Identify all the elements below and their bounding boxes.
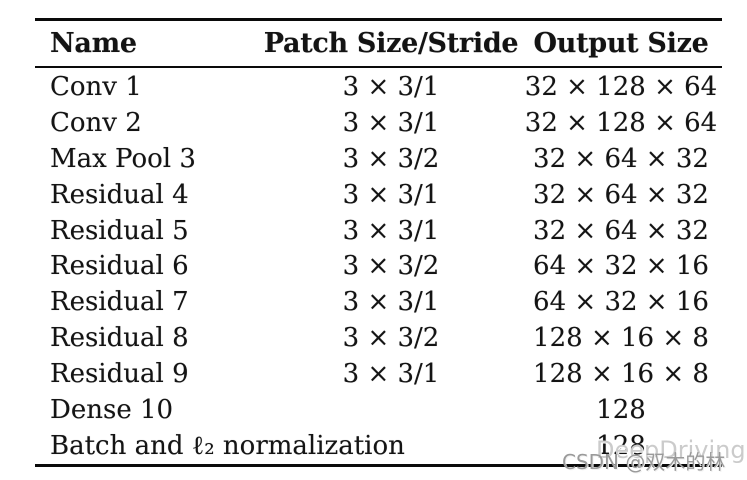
cell-name: Batch and ℓ₂ normalization [50, 431, 405, 462]
cell-name: Conv 1 [50, 71, 142, 102]
table-top-rule [35, 18, 722, 21]
cell-patch: 3 × 3/1 [342, 71, 440, 102]
cell-output: 64 × 32 × 16 [533, 251, 709, 282]
column-header-name: Name [50, 28, 137, 59]
table-bottom-rule [35, 464, 722, 467]
cell-patch: 3 × 3/2 [342, 143, 440, 174]
cell-patch: 3 × 3/1 [342, 359, 440, 390]
table-row: Residual 9 3 × 3/1 128 × 16 × 8 [35, 356, 722, 392]
cell-patch: 3 × 3/1 [342, 179, 440, 210]
table-row: Residual 6 3 × 3/2 64 × 32 × 16 [35, 249, 722, 285]
cell-output: 32 × 64 × 32 [533, 143, 709, 174]
table-header-rule [35, 66, 722, 68]
cell-name: Residual 8 [50, 323, 189, 354]
cell-patch: 3 × 3/1 [342, 107, 440, 138]
cell-patch: 3 × 3/1 [342, 287, 440, 318]
cell-output: 128 [596, 431, 646, 462]
cell-output: 64 × 32 × 16 [533, 287, 709, 318]
cell-output: 32 × 64 × 32 [533, 179, 709, 210]
cell-patch: 3 × 3/1 [342, 215, 440, 246]
table-row: Residual 4 3 × 3/1 32 × 64 × 32 [35, 177, 722, 213]
cell-name: Residual 5 [50, 215, 189, 246]
table-row: Residual 7 3 × 3/1 64 × 32 × 16 [35, 284, 722, 320]
cell-patch: 3 × 3/2 [342, 323, 440, 354]
cell-output: 128 × 16 × 8 [533, 323, 709, 354]
cell-output: 32 × 128 × 64 [524, 107, 718, 138]
cell-name: Residual 9 [50, 359, 189, 390]
table-row: Conv 1 3 × 3/1 32 × 128 × 64 [35, 69, 722, 105]
cell-patch: 3 × 3/2 [342, 251, 440, 282]
cell-output: 32 × 128 × 64 [524, 71, 718, 102]
table-row: Dense 10 128 [35, 392, 722, 428]
table-row: Conv 2 3 × 3/1 32 × 128 × 64 [35, 105, 722, 141]
cell-name: Max Pool 3 [50, 143, 196, 174]
cell-name: Residual 4 [50, 179, 189, 210]
table-body: Conv 1 3 × 3/1 32 × 128 × 64 Conv 2 3 × … [35, 69, 722, 464]
cell-name: Residual 7 [50, 287, 189, 318]
cell-name: Conv 2 [50, 107, 142, 138]
table-header-row: Name Patch Size/Stride Output Size [35, 21, 722, 66]
cell-output: 128 × 16 × 8 [533, 359, 709, 390]
table-row: Residual 5 3 × 3/1 32 × 64 × 32 [35, 213, 722, 249]
cell-output: 32 × 64 × 32 [533, 215, 709, 246]
table-row: Max Pool 3 3 × 3/2 32 × 64 × 32 [35, 141, 722, 177]
cell-name: Residual 6 [50, 251, 189, 282]
column-header-patch-size-stride: Patch Size/Stride [263, 28, 519, 59]
column-header-output-size: Output Size [533, 28, 709, 59]
table-row: Residual 8 3 × 3/2 128 × 16 × 8 [35, 320, 722, 356]
table-row: Batch and ℓ₂ normalization 128 [35, 428, 722, 464]
cell-name: Dense 10 [50, 395, 174, 426]
cell-output: 128 [596, 395, 646, 426]
